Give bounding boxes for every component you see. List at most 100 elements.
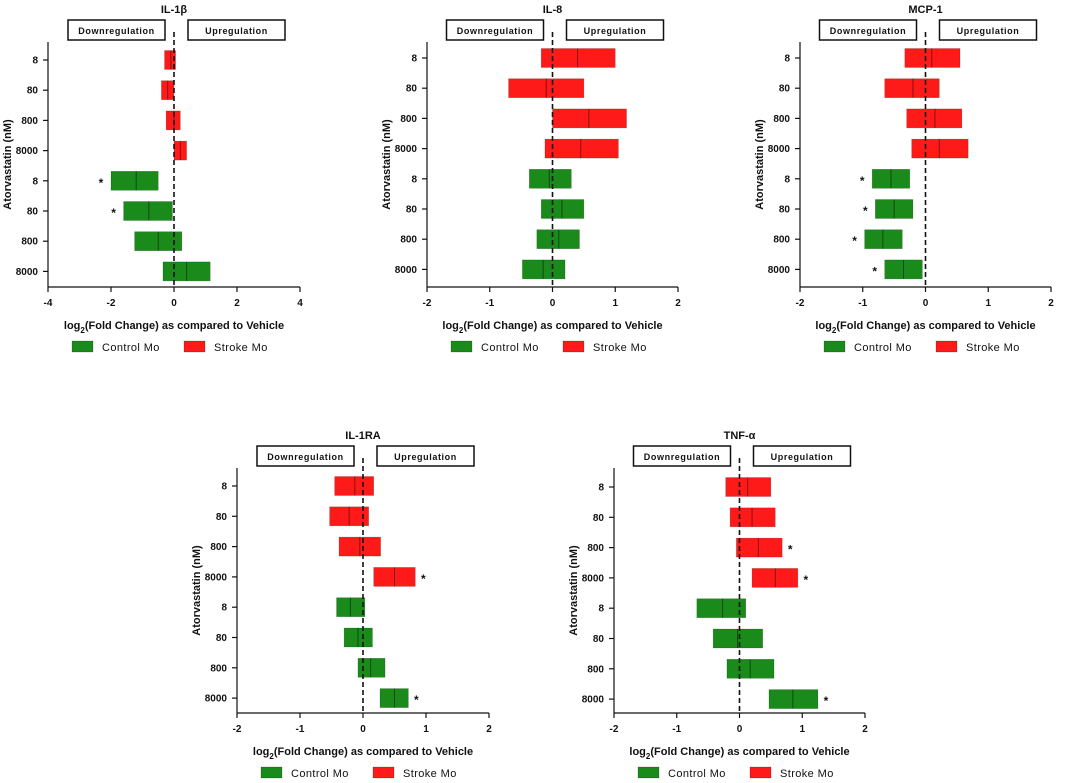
x-axis-label: log2(Fold Change) as compared to Vehicle xyxy=(815,320,1035,335)
legend-stroke-swatch xyxy=(749,766,772,779)
upregulation-box xyxy=(565,19,665,41)
y-tick-label: 800 xyxy=(210,542,227,553)
legend-control-swatch xyxy=(450,340,473,353)
x-tick-label: -2 xyxy=(423,298,432,309)
upregulation-box xyxy=(376,445,475,467)
y-tick-label: 8000 xyxy=(205,572,228,583)
x-tick-label: 0 xyxy=(923,298,929,309)
stroke-mo-bar xyxy=(373,567,416,587)
control-mo-bar xyxy=(726,658,775,679)
downregulation-box xyxy=(445,19,545,41)
significance-marker: * xyxy=(852,234,857,248)
x-tick-label: 1 xyxy=(612,298,618,309)
y-tick-label: 80 xyxy=(406,84,418,95)
legend-stroke-label: Stroke Mo xyxy=(780,768,834,780)
downregulation-label: Downregulation xyxy=(644,452,720,462)
control-mo-bar xyxy=(540,199,585,219)
legend-control-swatch xyxy=(260,766,283,779)
upregulation-box xyxy=(187,19,286,41)
y-tick-label: 8 xyxy=(411,174,417,185)
y-tick-label: 80 xyxy=(779,84,791,95)
y-tick-label: 8 xyxy=(784,174,790,185)
control-mo-bar xyxy=(768,689,819,709)
y-axis-label: Atorvastatin (nM) xyxy=(568,545,580,636)
y-tick-label: 8000 xyxy=(16,146,39,157)
y-tick-label: 8 xyxy=(32,176,38,187)
stroke-mo-bar xyxy=(911,138,969,159)
control-mo-bar xyxy=(528,169,572,189)
x-tick-label: 0 xyxy=(171,298,177,309)
y-tick-label: 80 xyxy=(216,512,228,523)
downregulation-label: Downregulation xyxy=(830,26,906,36)
y-axis-label: Atorvastatin (nM) xyxy=(2,119,14,210)
stroke-mo-bar xyxy=(725,477,772,497)
significance-marker: * xyxy=(872,264,877,278)
stroke-mo-bar xyxy=(164,50,176,70)
legend-stroke-swatch xyxy=(372,766,395,779)
significance-marker: * xyxy=(804,573,809,587)
chart-panel: IL-8 Downregulation Upregulation -2 -1 0 1 2 8 80… xyxy=(381,4,681,354)
control-mo-bar xyxy=(134,231,183,251)
y-tick-label: 800 xyxy=(587,543,604,554)
significance-marker: * xyxy=(111,206,116,220)
y-tick-label: 80 xyxy=(779,205,791,216)
legend-control-swatch xyxy=(823,340,846,353)
legend-stroke-label: Stroke Mo xyxy=(403,768,457,780)
significance-marker: * xyxy=(421,572,426,586)
control-mo-bar xyxy=(884,259,923,280)
y-tick-label: 8 xyxy=(221,603,227,614)
legend-control-swatch xyxy=(637,766,660,779)
control-mo-bar xyxy=(379,688,409,708)
y-axis-label: Atorvastatin (nM) xyxy=(754,119,766,210)
y-tick-label: 8000 xyxy=(582,573,605,584)
y-tick-label: 800 xyxy=(400,114,417,125)
significance-marker: * xyxy=(788,543,793,557)
stroke-mo-bar xyxy=(540,48,616,68)
upregulation-box xyxy=(938,19,1038,41)
x-tick-label: 0 xyxy=(737,724,743,735)
significance-marker: * xyxy=(863,204,868,218)
x-tick-label: 2 xyxy=(234,298,240,309)
upregulation-label: Upregulation xyxy=(771,452,834,462)
legend-stroke-swatch xyxy=(935,340,958,353)
x-tick-label: 2 xyxy=(675,298,681,309)
control-mo-bar xyxy=(536,229,580,249)
downregulation-label: Downregulation xyxy=(457,26,533,36)
chart-title: TNF-α xyxy=(724,430,756,442)
stroke-mo-bar xyxy=(334,476,375,496)
legend-stroke-swatch xyxy=(562,340,585,353)
y-tick-label: 8 xyxy=(32,56,38,67)
significance-marker: * xyxy=(824,694,829,708)
legend-control-label: Control Mo xyxy=(291,768,349,780)
legend-control-label: Control Mo xyxy=(668,768,726,780)
stroke-mo-bar xyxy=(552,108,627,129)
downregulation-box xyxy=(256,445,355,467)
x-tick-label: 2 xyxy=(862,724,868,735)
x-tick-label: 0 xyxy=(550,298,556,309)
y-tick-label: 800 xyxy=(210,663,227,674)
x-tick-label: -1 xyxy=(296,724,305,735)
stroke-mo-bar xyxy=(173,140,187,161)
x-tick-label: 1 xyxy=(799,724,805,735)
control-mo-bar xyxy=(343,627,373,648)
legend-stroke-label: Stroke Mo xyxy=(966,342,1020,354)
significance-marker: * xyxy=(414,693,419,707)
x-tick-label: -1 xyxy=(672,724,681,735)
x-tick-label: -2 xyxy=(610,724,619,735)
x-tick-label: 2 xyxy=(486,724,492,735)
y-tick-label: 800 xyxy=(773,235,790,246)
chart-title: IL-8 xyxy=(543,4,563,16)
downregulation-box xyxy=(818,19,918,41)
x-tick-label: -1 xyxy=(858,298,867,309)
x-axis-label: log2(Fold Change) as compared to Vehicle xyxy=(442,320,662,335)
x-tick-label: -2 xyxy=(233,724,242,735)
x-tick-label: 1 xyxy=(985,298,991,309)
chart-title: IL-1β xyxy=(161,4,188,16)
y-tick-label: 80 xyxy=(216,633,228,644)
legend-stroke-label: Stroke Mo xyxy=(593,342,647,354)
stroke-mo-bar xyxy=(508,78,585,98)
y-tick-label: 8000 xyxy=(768,144,791,155)
y-tick-label: 800 xyxy=(21,237,38,248)
